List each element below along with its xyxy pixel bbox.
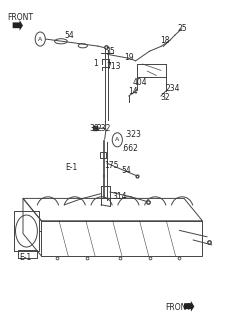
Text: FRONT: FRONT xyxy=(165,303,191,312)
Text: E-1: E-1 xyxy=(65,163,77,172)
Text: 39: 39 xyxy=(89,124,98,133)
Polygon shape xyxy=(13,20,23,31)
Text: 54: 54 xyxy=(64,31,74,40)
Text: .662: .662 xyxy=(121,144,138,153)
Text: A: A xyxy=(115,137,119,142)
Text: 404: 404 xyxy=(132,78,147,87)
Text: 19: 19 xyxy=(124,53,134,62)
Polygon shape xyxy=(183,301,194,312)
Text: 14: 14 xyxy=(128,87,137,96)
Text: E-1: E-1 xyxy=(19,253,32,262)
Text: FRONT: FRONT xyxy=(7,13,33,22)
Text: 18: 18 xyxy=(160,36,169,45)
Text: 175: 175 xyxy=(104,161,118,170)
Text: A: A xyxy=(38,36,42,42)
Text: 32: 32 xyxy=(160,93,169,102)
Text: 54: 54 xyxy=(121,166,131,175)
Text: 25: 25 xyxy=(177,24,186,33)
Text: 35: 35 xyxy=(105,47,115,56)
Text: 234: 234 xyxy=(165,84,179,93)
Text: 1: 1 xyxy=(93,59,98,68)
Text: 314: 314 xyxy=(112,192,126,201)
Text: .323: .323 xyxy=(123,130,140,139)
Text: 713: 713 xyxy=(106,62,120,71)
Text: 232: 232 xyxy=(96,124,111,133)
